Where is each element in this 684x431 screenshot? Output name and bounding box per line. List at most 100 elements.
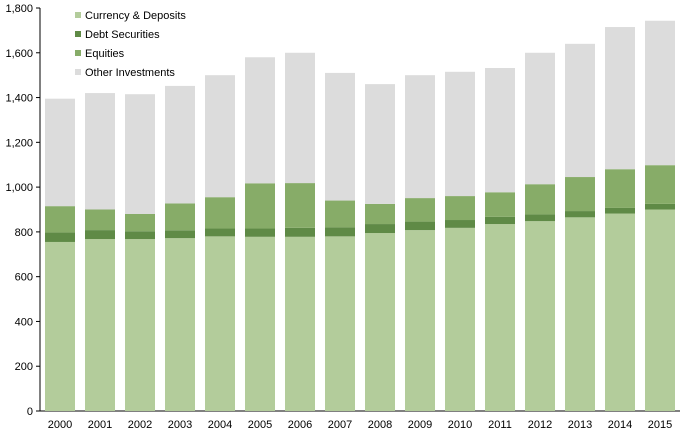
bar-currency-deposits-2007 [325, 236, 355, 411]
bar-other-investments-2001 [85, 93, 115, 210]
bar-stack-2003 [165, 85, 195, 411]
legend-label: Debt Securities [85, 29, 160, 41]
legend-swatch [75, 31, 81, 37]
bar-equities-2015 [645, 165, 675, 204]
bar-debt-securities-2008 [365, 224, 395, 234]
legend-item: Equities [75, 48, 125, 60]
legend-item: Debt Securities [75, 29, 160, 41]
x-tick-label: 2009 [408, 419, 432, 431]
y-tick-label: 400 [15, 316, 33, 328]
bar-equities-2005 [245, 183, 275, 229]
bar-other-investments-2008 [365, 84, 395, 204]
bar-other-investments-2014 [605, 27, 635, 170]
bar-stack-2000 [45, 98, 75, 411]
bar-currency-deposits-2011 [485, 224, 515, 411]
x-tick-label: 2001 [88, 419, 112, 431]
bar-currency-deposits-2008 [365, 233, 395, 411]
bar-other-investments-2004 [205, 75, 235, 198]
bar-stack-2007 [325, 72, 355, 411]
bar-stack-2014 [605, 27, 635, 411]
bar-debt-securities-2000 [45, 232, 75, 242]
bar-debt-securities-2009 [405, 221, 435, 231]
bar-stack-2010 [445, 71, 475, 411]
bar-debt-securities-2001 [85, 230, 115, 240]
x-tick-label: 2011 [488, 419, 512, 431]
bar-other-investments-2002 [125, 94, 155, 214]
x-tick-label: 2005 [248, 419, 272, 431]
y-tick-label: 1,000 [5, 182, 33, 194]
bar-currency-deposits-2002 [125, 239, 155, 411]
bar-equities-2002 [125, 213, 155, 232]
bar-stack-2012 [525, 52, 555, 411]
bar-equities-2011 [485, 192, 515, 217]
y-tick-label: 1,600 [5, 48, 33, 60]
bar-other-investments-2006 [285, 52, 315, 184]
bar-currency-deposits-2013 [565, 217, 595, 411]
bar-other-investments-2005 [245, 57, 275, 184]
bar-equities-2009 [405, 198, 435, 222]
bar-equities-2007 [325, 200, 355, 228]
bar-currency-deposits-2012 [525, 221, 555, 411]
y-tick-label: 200 [15, 361, 33, 373]
bar-currency-deposits-2005 [245, 236, 275, 411]
bar-stack-2009 [405, 75, 435, 411]
legend-swatch [75, 50, 81, 56]
y-tick-label: 0 [27, 406, 33, 418]
legend-label: Other Investments [85, 67, 175, 79]
legend-item: Other Investments [75, 67, 175, 79]
y-tick-label: 600 [15, 272, 33, 284]
x-tick-label: 2013 [568, 419, 592, 431]
y-axis: 0 200 400 600 800 1,000 1,200 1,400 1,600 1,800 [5, 3, 41, 418]
y-tick-label: 1,800 [5, 3, 33, 15]
bar-currency-deposits-2000 [45, 241, 75, 411]
bar-stack-2004 [205, 75, 235, 411]
bar-other-investments-2015 [645, 20, 675, 166]
bar-debt-securities-2013 [565, 211, 595, 218]
bar-currency-deposits-2009 [405, 230, 435, 411]
x-tick-label: 2007 [328, 419, 352, 431]
y-tick-label: 800 [15, 227, 33, 239]
bar-currency-deposits-2010 [445, 227, 475, 411]
bar-other-investments-2010 [445, 71, 475, 197]
y-tick-label: 1,400 [5, 93, 33, 105]
legend-swatch [75, 69, 81, 75]
bar-debt-securities-2007 [325, 227, 355, 237]
bar-equities-2008 [365, 203, 395, 225]
bar-currency-deposits-2015 [645, 209, 675, 411]
bar-other-investments-2013 [565, 43, 595, 178]
bar-currency-deposits-2004 [205, 236, 235, 411]
bar-debt-securities-2004 [205, 228, 235, 237]
bar-equities-2013 [565, 177, 595, 212]
legend: Currency & Deposits Debt Securities Equiti… [75, 10, 186, 79]
bar-debt-securities-2005 [245, 228, 275, 237]
bar-debt-securities-2002 [125, 231, 155, 240]
x-tick-label: 2002 [128, 419, 152, 431]
bar-other-investments-2012 [525, 52, 555, 185]
bar-equities-2010 [445, 196, 475, 221]
bar-other-investments-2009 [405, 75, 435, 199]
bar-stack-2001 [85, 93, 115, 411]
bar-debt-securities-2006 [285, 227, 315, 237]
bar-stack-2002 [125, 94, 155, 411]
bar-debt-securities-2014 [605, 207, 635, 214]
bar-equities-2001 [85, 209, 115, 231]
bar-debt-securities-2015 [645, 203, 675, 210]
bar-stack-2011 [485, 68, 515, 411]
bar-other-investments-2011 [485, 68, 515, 193]
x-axis: 2000 2001 2002 2003 2004 2005 2006 2007 2008 2009… [40, 410, 680, 431]
x-tick-label: 2006 [288, 419, 312, 431]
bar-stack-2013 [565, 43, 595, 411]
bars [45, 20, 675, 411]
bar-stack-2005 [245, 57, 275, 411]
legend-item: Currency & Deposits [75, 10, 186, 22]
x-tick-label: 2008 [368, 419, 392, 431]
bar-other-investments-2000 [45, 98, 75, 207]
bar-equities-2003 [165, 203, 195, 231]
x-tick-label: 2003 [168, 419, 192, 431]
x-tick-label: 2014 [608, 419, 632, 431]
bar-debt-securities-2010 [445, 220, 475, 228]
legend-swatch [75, 12, 81, 18]
legend-label: Currency & Deposits [85, 10, 186, 22]
